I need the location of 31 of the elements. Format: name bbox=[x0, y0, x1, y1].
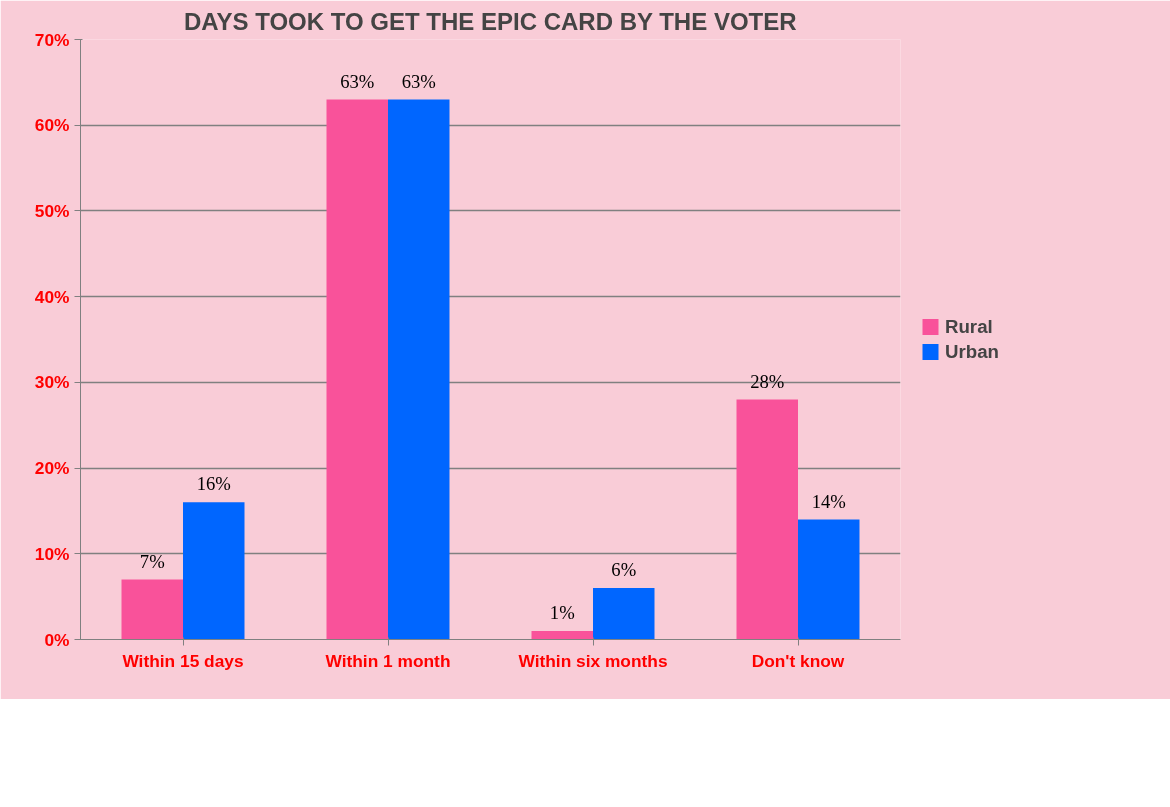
data-label: 63% bbox=[401, 70, 436, 92]
legend-label: Urban bbox=[945, 340, 999, 363]
data-label: 16% bbox=[196, 473, 231, 495]
y-tick-label: 0% bbox=[44, 629, 70, 650]
data-label: 28% bbox=[750, 370, 785, 392]
y-tick-label: 10% bbox=[34, 543, 70, 564]
data-label: 14% bbox=[811, 490, 846, 512]
bar bbox=[531, 630, 593, 640]
bar bbox=[736, 399, 798, 640]
y-tick-label: 60% bbox=[34, 115, 70, 136]
data-label: 63% bbox=[340, 70, 375, 92]
y-tick-label: 20% bbox=[34, 458, 70, 479]
x-tick-label: Within 1 month bbox=[325, 650, 451, 671]
bar bbox=[593, 588, 655, 640]
y-tick-label: 70% bbox=[34, 29, 70, 50]
bar bbox=[121, 579, 183, 640]
data-label: 1% bbox=[549, 601, 575, 623]
bar bbox=[183, 502, 245, 640]
data-label: 7% bbox=[139, 550, 165, 572]
x-tick-label: Within six months bbox=[518, 650, 668, 671]
y-tick-label: 30% bbox=[34, 372, 70, 393]
x-tick-label: Don't know bbox=[751, 650, 845, 671]
legend-label: Rural bbox=[945, 315, 993, 338]
bar bbox=[798, 519, 860, 640]
bar bbox=[326, 99, 388, 640]
bar bbox=[388, 99, 450, 640]
x-tick-label: Within 15 days bbox=[122, 650, 244, 671]
chart-title: DAYS TOOK TO GET THE EPIC CARD BY THE VOTER bbox=[184, 7, 797, 35]
y-tick-label: 40% bbox=[34, 286, 70, 307]
data-label: 6% bbox=[611, 559, 637, 581]
y-tick-label: 50% bbox=[34, 200, 70, 221]
